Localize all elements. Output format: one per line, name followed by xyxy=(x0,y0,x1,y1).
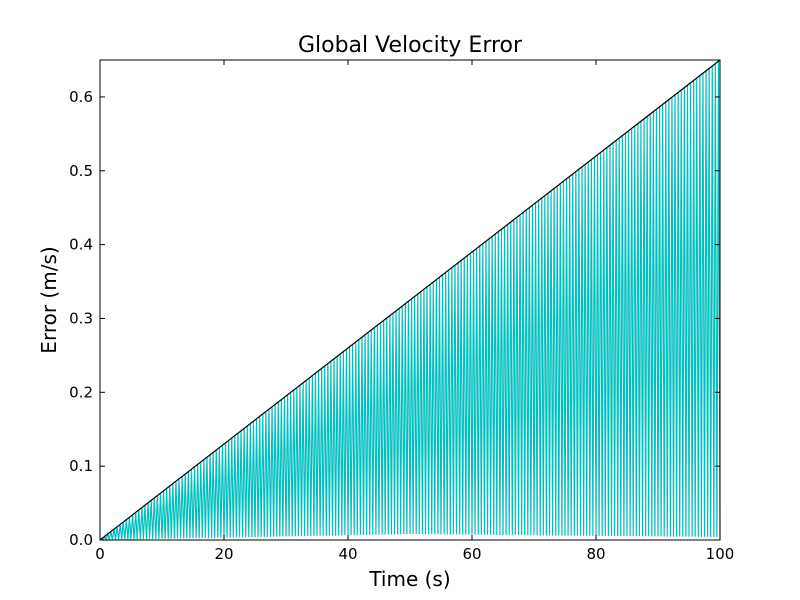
y-tick-label: 0.3 xyxy=(69,309,93,327)
y-tick-label: 0.5 xyxy=(69,162,93,180)
y-tick-label: 0.2 xyxy=(69,383,93,401)
y-axis-label: Error (m/s) xyxy=(37,246,61,353)
x-tick-label: 100 xyxy=(706,545,735,563)
chart-title: Global Velocity Error xyxy=(298,33,523,58)
y-tick-label: 0.6 xyxy=(69,88,93,106)
series-layer xyxy=(99,59,721,542)
plot-area xyxy=(99,59,721,542)
y-axis-ticks: 0.0 0.1 0.2 0.3 0.4 0.5 0.6 xyxy=(69,88,720,549)
series-oscillating-line xyxy=(99,61,721,542)
x-tick-label: 20 xyxy=(214,545,233,563)
y-tick-label: 0.1 xyxy=(69,457,93,475)
y-tick-label: 0.4 xyxy=(69,236,93,254)
y-tick-label: 0.0 xyxy=(69,531,93,549)
x-tick-label: 0 xyxy=(95,545,105,563)
series-upper-bound-line xyxy=(99,59,721,541)
x-axis-ticks: 0 20 40 60 80 100 xyxy=(95,60,734,563)
x-tick-label: 60 xyxy=(462,545,481,563)
x-tick-label: 40 xyxy=(338,545,357,563)
x-tick-label: 80 xyxy=(586,545,605,563)
axes-frame xyxy=(99,59,721,541)
x-axis-label: Time (s) xyxy=(368,567,450,591)
